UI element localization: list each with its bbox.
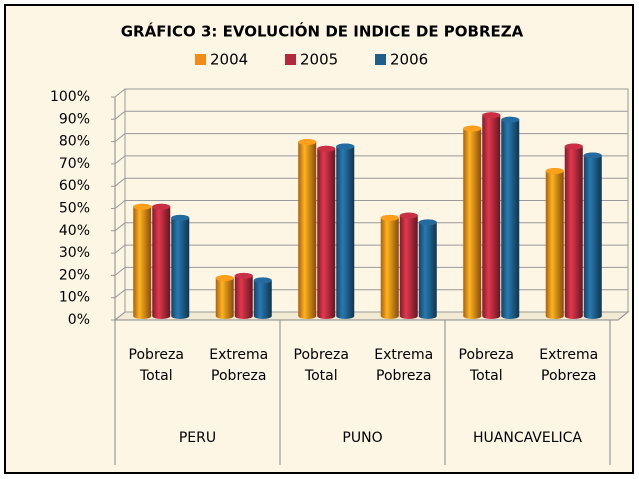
bar-cap xyxy=(564,143,583,150)
x-tick-label: Pobreza Total xyxy=(128,347,184,384)
bar xyxy=(482,112,501,319)
group-label: PERU xyxy=(179,430,216,446)
y-tick-label: 50% xyxy=(59,201,90,217)
x-tick-label: Extrema Pobreza xyxy=(374,347,434,384)
y-tick-label: 70% xyxy=(59,156,90,172)
bar xyxy=(171,214,190,319)
grid-line xyxy=(111,222,628,232)
bar xyxy=(253,277,272,319)
group-label: PUNO xyxy=(342,430,382,446)
x-tick-label: Pobreza Total xyxy=(458,347,514,384)
grid-line xyxy=(111,177,628,187)
y-tick-label: 20% xyxy=(59,267,90,283)
bar xyxy=(463,125,482,320)
bar xyxy=(336,143,355,319)
bar-cap xyxy=(418,219,437,226)
grid-line xyxy=(111,266,628,276)
bar-cap xyxy=(317,145,336,152)
grid-line xyxy=(111,311,628,321)
y-tick-label: 0% xyxy=(68,312,90,328)
bar-cap xyxy=(482,112,501,119)
bar xyxy=(215,275,234,319)
x-tick-label: Pobreza Total xyxy=(293,347,349,384)
bar-cap xyxy=(545,168,564,175)
y-tick-label: 100% xyxy=(50,89,90,105)
bar xyxy=(133,203,152,319)
bar-cap xyxy=(583,152,602,159)
grid-line xyxy=(111,133,628,143)
bar-cap xyxy=(152,203,171,210)
y-tick-label: 80% xyxy=(59,134,90,150)
bar-cap xyxy=(234,272,253,279)
bar-cap xyxy=(380,214,399,221)
y-tick-label: 30% xyxy=(59,245,90,261)
bar xyxy=(564,143,583,319)
x-tick-label: Extrema Pobreza xyxy=(539,347,599,384)
legend-label: 2005 xyxy=(300,51,338,69)
bar-cap xyxy=(463,125,482,132)
grid-line xyxy=(111,155,628,165)
bar-cap xyxy=(215,275,234,282)
legend-swatch xyxy=(195,54,206,65)
bar xyxy=(583,152,602,319)
bar-cap xyxy=(133,203,152,210)
bar xyxy=(234,272,253,319)
bar xyxy=(298,139,317,319)
y-tick-label: 40% xyxy=(59,223,90,239)
bar xyxy=(501,116,520,319)
bar-cap xyxy=(501,116,520,123)
bar xyxy=(317,145,336,319)
group-label: HUANCAVELICA xyxy=(473,430,582,446)
grid-line xyxy=(111,244,628,254)
y-tick-label: 60% xyxy=(59,178,90,194)
legend-label: 2004 xyxy=(210,51,248,69)
legend-label: 2006 xyxy=(390,51,428,69)
grid-line xyxy=(111,289,628,299)
bar xyxy=(380,214,399,319)
chart-title: GRÁFICO 3: EVOLUCIÓN DE INDICE DE POBREZ… xyxy=(121,22,524,41)
bar xyxy=(399,212,418,319)
legend-swatch xyxy=(285,54,296,65)
grid-line xyxy=(111,110,628,120)
bar xyxy=(545,168,564,319)
bar-cap xyxy=(336,143,355,150)
grid-line xyxy=(111,200,628,209)
bar xyxy=(418,219,437,319)
legend-swatch xyxy=(375,54,386,65)
bar-cap xyxy=(253,277,272,284)
bar-cap xyxy=(298,139,317,146)
bar-cap xyxy=(171,214,190,221)
grid-line xyxy=(111,88,628,98)
x-tick-label: Extrema Pobreza xyxy=(209,347,269,384)
y-tick-label: 90% xyxy=(59,111,90,127)
bar-cap xyxy=(399,212,418,219)
bar xyxy=(152,203,171,319)
y-tick-label: 10% xyxy=(59,290,90,306)
